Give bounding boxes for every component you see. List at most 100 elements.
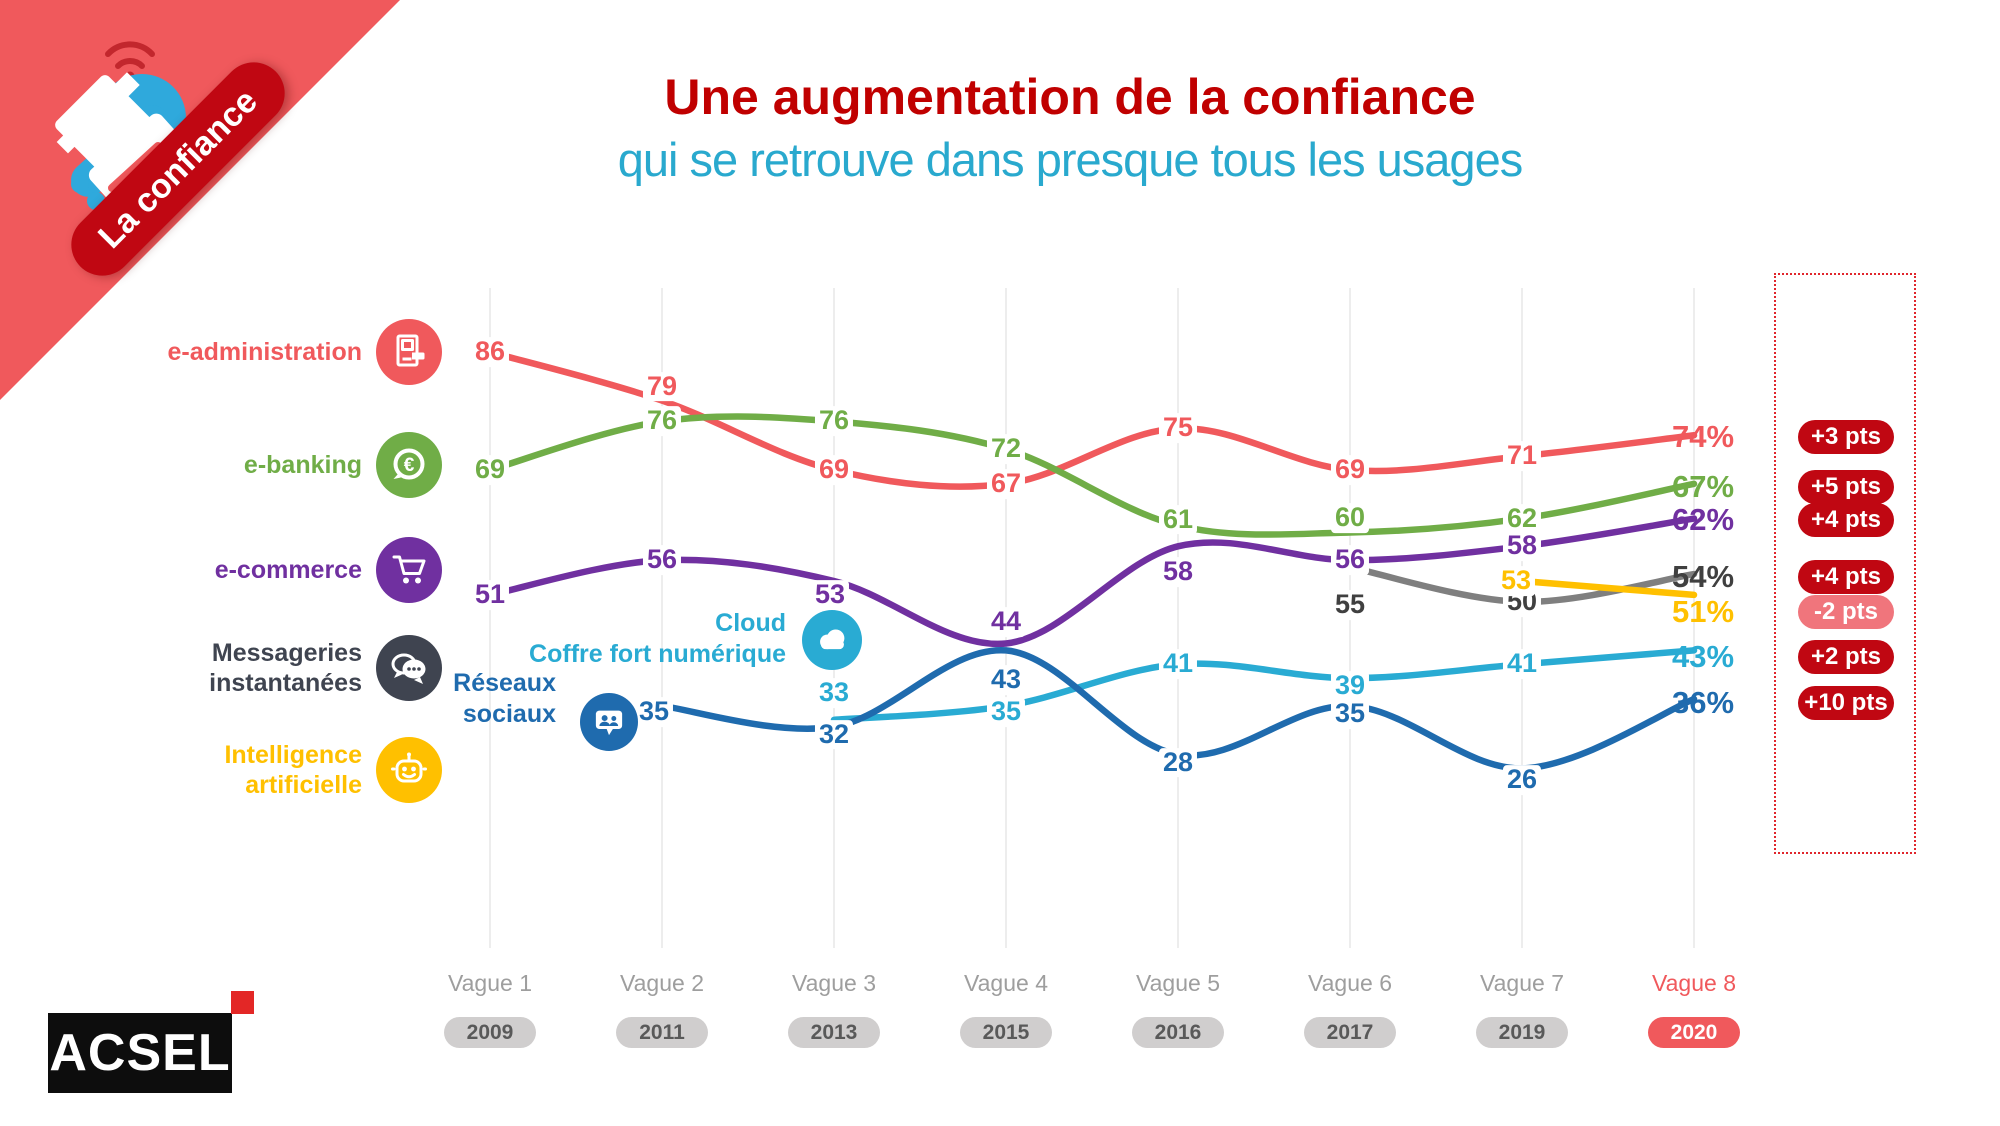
value-label: 72 (986, 434, 1026, 464)
wifi-icon (105, 41, 155, 69)
axis-wave-label: Vague 4 (964, 970, 1048, 996)
series-line (1518, 577, 1698, 599)
value-label: 61 (1158, 504, 1198, 535)
final-value-label: 54% (1672, 559, 1735, 594)
value-label: 67 (986, 468, 1026, 499)
page-title: Une augmentation de la confiance qui se … (230, 66, 1910, 190)
legend-item: e-administration (60, 319, 442, 385)
value-label: 71 (1502, 441, 1542, 471)
cloud-label-line1: Cloud (715, 609, 786, 637)
legend-item-label: Messageries instantanées (209, 639, 362, 697)
value-label: 28 (1158, 747, 1198, 778)
value-label: 32 (814, 719, 854, 750)
delta-badge: +4 pts (1798, 503, 1894, 537)
series-line (830, 647, 1698, 724)
reseaux-label-line1: Réseaux (453, 669, 556, 697)
value-label: 69 (814, 454, 854, 485)
axis-wave-label: Vague 8 (1652, 970, 1736, 996)
users-bubble-icon (580, 693, 638, 751)
value-label: 41 (1502, 649, 1542, 680)
series-line (486, 413, 1698, 538)
axis-wave-label: Vague 7 (1480, 970, 1564, 996)
value-label: 60 (1330, 503, 1370, 534)
cloud-series-label: Cloud Coffre fort numérique (430, 608, 786, 671)
value-label: 35 (986, 696, 1026, 727)
axis-year-pill: 2020 (1648, 1017, 1740, 1048)
delta-badge: +10 pts (1798, 686, 1894, 720)
axis-year-pill: 2013 (788, 1017, 880, 1048)
value-label: 79 (642, 371, 682, 402)
axis-wave-label: Vague 2 (620, 970, 704, 996)
axis-wave-label: Vague 1 (448, 970, 532, 996)
value-label: 33 (814, 677, 854, 708)
series-line (486, 348, 1698, 490)
value-label: 58 (1502, 531, 1542, 562)
value-label: 69 (470, 454, 510, 485)
robot-icon (376, 737, 442, 803)
legend-item-label: e-administration (167, 338, 362, 366)
axis-year-pill: 2019 (1476, 1017, 1568, 1048)
value-label: 44 (986, 607, 1026, 638)
value-label: 53 (1496, 565, 1536, 596)
svg-text:€: € (404, 455, 415, 476)
legend-item: e-banking € (60, 432, 442, 498)
legend-item: Messageries instantanées (60, 635, 442, 701)
value-label: 35 (634, 696, 674, 727)
final-value-label: 62% (1672, 502, 1735, 537)
final-value-label: 74% (1672, 419, 1735, 454)
cloud-label-line2: Coffre fort numérique (529, 640, 786, 669)
title-line-2: qui se retrouve dans presque tous les us… (617, 132, 1523, 186)
value-label: 75 (1158, 413, 1198, 444)
delta-badge: +4 pts (1798, 560, 1894, 594)
axis-wave-label: Vague 5 (1136, 970, 1220, 996)
axis-year-pill: 2017 (1304, 1017, 1396, 1048)
euro-icon: € (376, 432, 442, 498)
reseaux-label-line2: sociaux (462, 700, 556, 729)
value-label: 35 (1330, 698, 1370, 729)
value-label: 53 (810, 579, 850, 610)
cart-icon (376, 537, 442, 603)
cloud-icon (802, 610, 862, 670)
value-label: 56 (642, 545, 682, 576)
legend-item: e-commerce (60, 537, 442, 603)
delta-badge: +3 pts (1798, 420, 1894, 454)
value-label: 39 (1330, 671, 1370, 702)
axis-year-pill: 2009 (444, 1017, 536, 1048)
axis-year-pill: 2016 (1132, 1017, 1224, 1048)
value-label: 69 (1330, 454, 1370, 485)
series-line (486, 515, 1698, 648)
axis-wave-label: Vague 3 (792, 970, 876, 996)
document-icon (376, 319, 442, 385)
final-value-label: 51% (1672, 594, 1735, 629)
value-label: 62 (1502, 503, 1542, 534)
title-line-1: Une augmentation de la confiance (664, 69, 1476, 125)
value-label: 51 (470, 579, 510, 610)
delta-badge: +2 pts (1798, 640, 1894, 674)
legend-item-label: e-banking (243, 451, 362, 479)
value-label: 55 (1330, 590, 1370, 620)
value-label: 76 (642, 406, 682, 437)
value-label: 76 (814, 406, 854, 437)
axis-wave-label: Vague 6 (1308, 970, 1392, 996)
value-label: 58 (1158, 557, 1198, 588)
chat-icon (376, 635, 442, 701)
value-label: 26 (1502, 765, 1542, 796)
final-value-label: 43% (1672, 639, 1735, 674)
reseaux-series-label: Réseaux sociaux (350, 668, 556, 731)
legend-item: Intelligence artificielle (60, 737, 442, 803)
axis-year-pill: 2015 (960, 1017, 1052, 1048)
axis-year-pill: 2011 (616, 1017, 708, 1048)
handshake-heart-logo (55, 41, 188, 240)
value-label: 86 (470, 336, 510, 367)
value-label: 43 (986, 665, 1026, 696)
legend-item-label: e-commerce (214, 556, 362, 584)
delta-badge: -2 pts (1798, 595, 1894, 629)
value-label: 56 (1330, 545, 1370, 576)
final-value-label: 67% (1672, 469, 1735, 504)
delta-panel-box (1774, 273, 1916, 854)
legend-item-label: Intelligence artificielle (224, 741, 362, 799)
final-value-label: 36% (1672, 685, 1735, 720)
acsel-logo: ACSEL (48, 1013, 232, 1093)
delta-badge: +5 pts (1798, 470, 1894, 504)
